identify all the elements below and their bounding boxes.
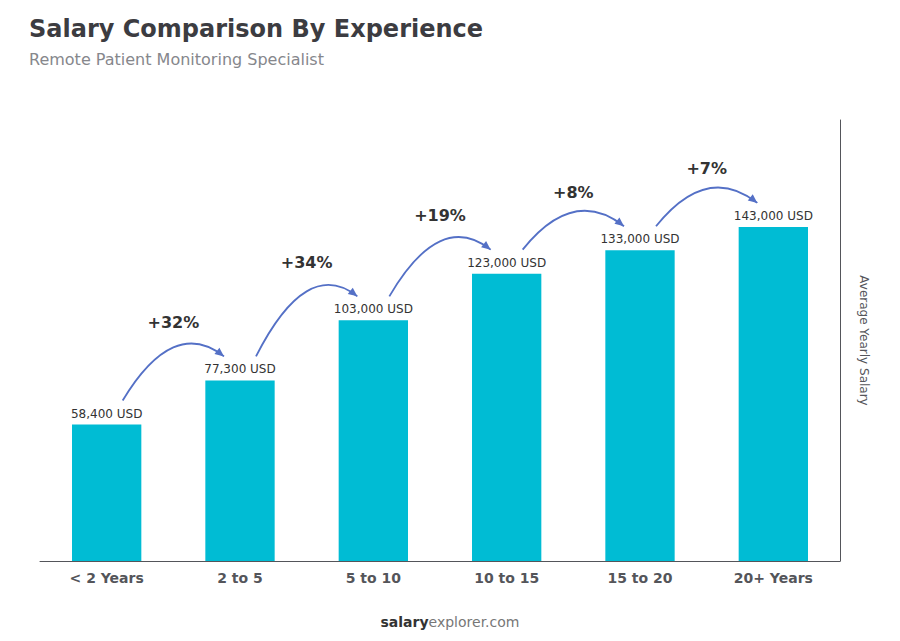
svg-text:+19%: +19%: [414, 206, 466, 225]
svg-text:+34%: +34%: [281, 253, 333, 272]
svg-text:15 to 20: 15 to 20: [607, 570, 672, 586]
svg-text:20+ Years: 20+ Years: [734, 570, 813, 586]
svg-text:Salary Comparison By Experienc: Salary Comparison By Experience: [29, 15, 483, 43]
svg-text:2 to 5: 2 to 5: [217, 570, 263, 586]
svg-text:58,400 USD: 58,400 USD: [71, 407, 142, 421]
svg-text:< 2 Years: < 2 Years: [70, 570, 144, 586]
svg-text:+7%: +7%: [686, 159, 727, 178]
svg-text:5 to 10: 5 to 10: [346, 570, 402, 586]
svg-text:10 to 15: 10 to 15: [474, 570, 539, 586]
svg-text:143,000 USD: 143,000 USD: [734, 209, 813, 223]
svg-text:123,000 USD: 123,000 USD: [467, 256, 546, 270]
svg-text:+8%: +8%: [553, 183, 594, 202]
svg-text:+32%: +32%: [147, 313, 199, 332]
svg-text:77,300 USD: 77,300 USD: [204, 362, 275, 376]
svg-text:133,000 USD: 133,000 USD: [600, 232, 679, 246]
svg-text:Average Yearly Salary: Average Yearly Salary: [857, 275, 871, 405]
svg-text:Remote Patient Monitoring Spec: Remote Patient Monitoring Specialist: [29, 50, 324, 69]
svg-text:salary: salary: [381, 614, 429, 630]
svg-text:103,000 USD: 103,000 USD: [334, 302, 413, 316]
svg-text:explorer.com: explorer.com: [429, 614, 520, 630]
